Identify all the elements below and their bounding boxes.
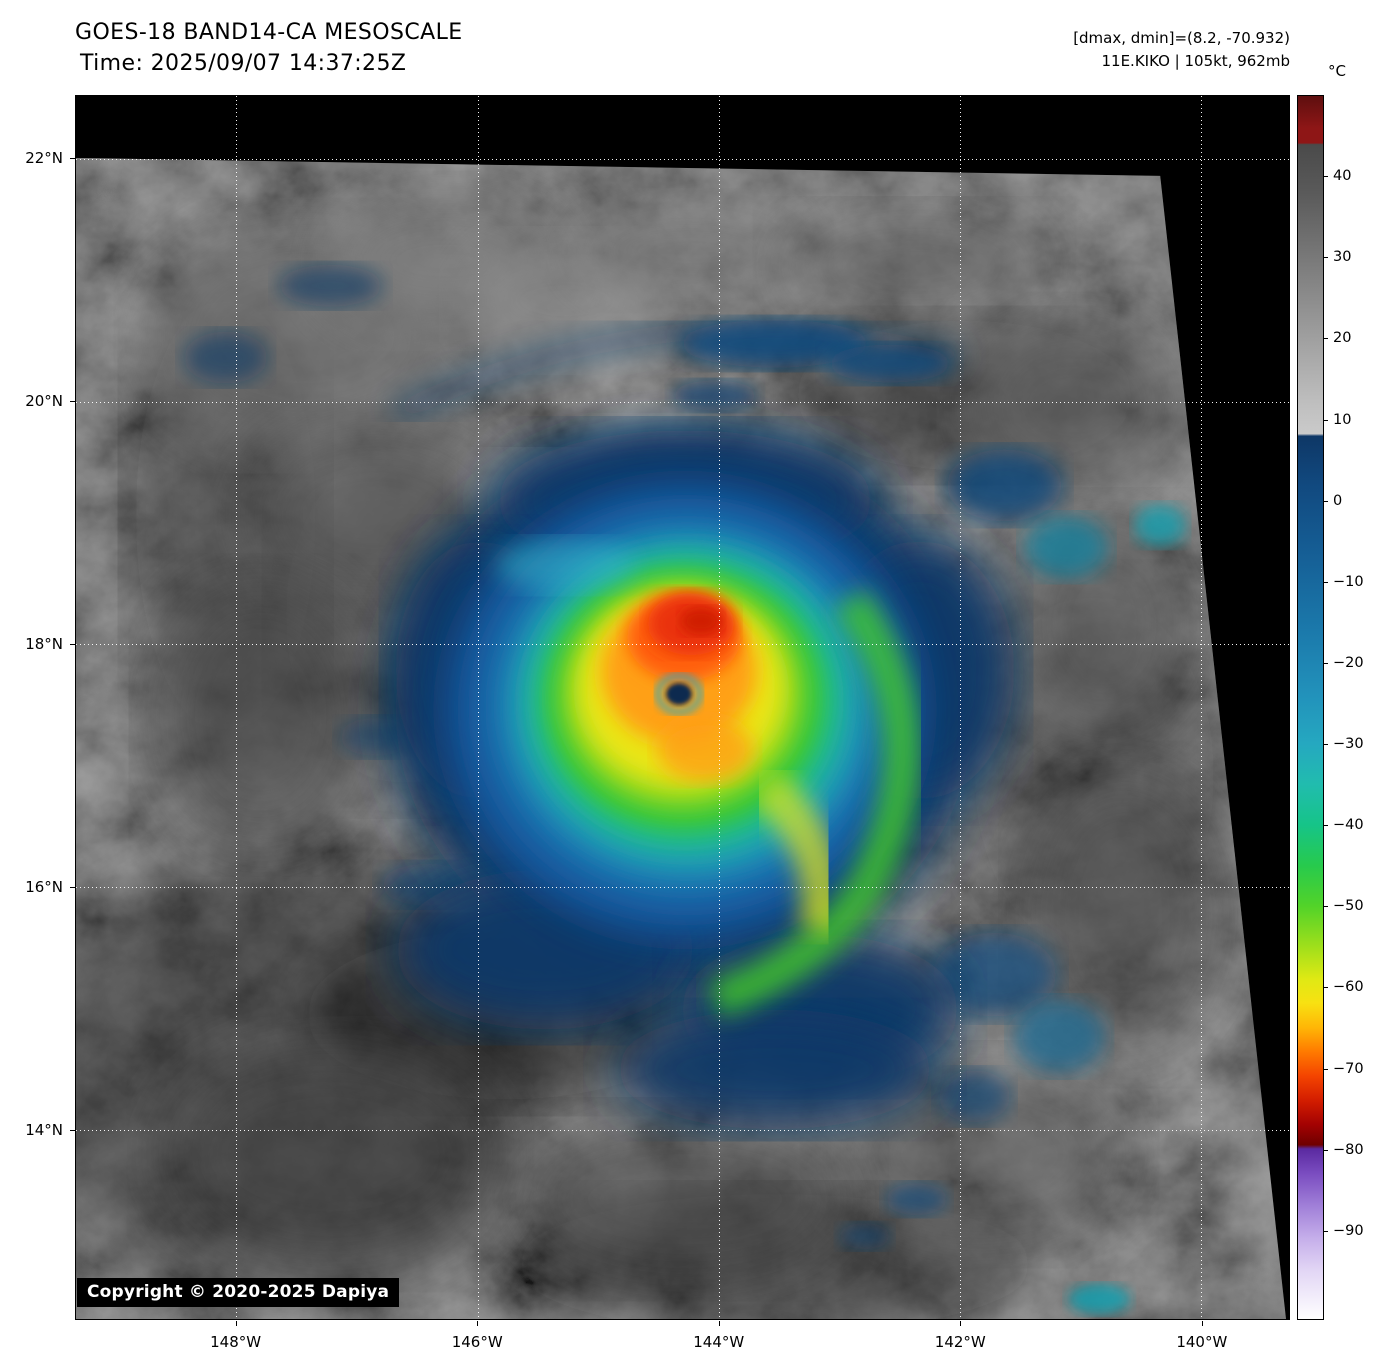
longitude-axis: 148°W 146°W 144°W 142°W 140°W — [75, 1320, 1290, 1356]
colorbar-tick-label: −30 — [1333, 736, 1364, 752]
product-title: GOES-18 BAND14-CA MESOSCALE — [75, 20, 463, 45]
lon-tick-label: 148°W — [210, 1333, 262, 1351]
colorbar-tick-label: −60 — [1333, 979, 1364, 996]
colorbar-tick-label: −80 — [1333, 1141, 1364, 1158]
colorbar-tick-mark — [1324, 257, 1328, 259]
lon-tick-mark — [235, 1321, 237, 1326]
lon-tick-label: 140°W — [1176, 1333, 1228, 1351]
cold-cloud-patches — [183, 264, 1187, 1315]
colorbar-tick-label: −90 — [1333, 1222, 1364, 1239]
lat-gridline — [76, 887, 1289, 889]
colorbar-tick-label: −50 — [1333, 898, 1364, 915]
colorbar-tick-mark — [1324, 1230, 1328, 1232]
colorbar-tick-mark — [1324, 338, 1328, 340]
lat-tick-label: 18°N — [25, 635, 63, 654]
lat-tick-mark — [70, 401, 75, 403]
copyright-badge: Copyright © 2020-2025 Dapiya — [77, 1278, 400, 1307]
colorbar-tick-label: −10 — [1333, 573, 1364, 590]
lat-gridline — [76, 401, 1289, 403]
storm-info-readout: 11E.KIKO | 105kt, 962mb — [1101, 52, 1290, 70]
graticule — [76, 96, 1289, 1319]
header-readouts: [dmax, dmin]=(8.2, -70.932) 11E.KIKO | 1… — [1073, 27, 1290, 73]
colorbar-tick-label: 20 — [1333, 330, 1352, 347]
dmax-dmin-readout: [dmax, dmin]=(8.2, -70.932) — [1073, 29, 1290, 47]
colorbar-tick-mark — [1324, 987, 1328, 989]
lon-tick-mark — [960, 1321, 962, 1326]
lon-tick-mark — [1201, 1321, 1203, 1326]
colorbar-tick-mark — [1324, 581, 1328, 583]
colorbar — [1297, 95, 1324, 1320]
colorbar-unit-label: °C — [1328, 62, 1346, 80]
colorbar-tick-mark — [1324, 500, 1328, 502]
colorbar-tick-label: −20 — [1333, 654, 1364, 671]
ir-satellite-imagery — [76, 96, 1289, 1319]
lon-tick-mark — [477, 1321, 479, 1326]
latitude-axis: 22°N 20°N 18°N 16°N 14°N — [0, 95, 75, 1320]
colorbar-tick-mark — [1324, 419, 1328, 421]
hurricane-eye — [666, 683, 692, 706]
colorbar-tick-label: −70 — [1333, 1060, 1364, 1077]
lat-gridline — [76, 1129, 1289, 1131]
colorbar-tick-mark — [1324, 662, 1328, 664]
lon-tick-mark — [718, 1321, 720, 1326]
colorbar-tick-mark — [1324, 744, 1328, 745]
data-swath — [76, 157, 1287, 1319]
colorbar-tick-mark — [1324, 906, 1328, 908]
lat-tick-label: 14°N — [25, 1121, 63, 1140]
colorbar-tick-label: −40 — [1333, 817, 1364, 834]
colorbar-tick-mark — [1324, 176, 1328, 178]
lon-tick-label: 142°W — [934, 1333, 986, 1351]
eyewall-ring — [655, 673, 703, 715]
colorbar-tick-mark — [1324, 1068, 1328, 1070]
lon-gridline — [959, 96, 961, 1319]
colorbar-tick-label: 30 — [1333, 249, 1352, 266]
lon-tick-label: 144°W — [693, 1333, 745, 1351]
lon-gridline — [1200, 96, 1202, 1319]
colorbar-tick-column: 40 30 20 10 0 −10 −20 −30 −40 −50 −60 −70 −80 −90 — [1324, 95, 1390, 1320]
colorbar-tick-mark — [1324, 1149, 1328, 1151]
lon-tick-label: 146°W — [451, 1333, 503, 1351]
lat-tick-mark — [70, 887, 75, 889]
lat-tick-label: 22°N — [25, 149, 63, 168]
hurricane-kiko — [395, 430, 1015, 1130]
colorbar-tick-mark — [1324, 825, 1328, 827]
lon-gridline — [477, 96, 479, 1319]
colorbar-gradient — [1298, 96, 1323, 1319]
product-time: Time: 2025/09/07 14:37:25Z — [80, 51, 407, 76]
lon-gridline — [236, 96, 238, 1319]
lat-gridline — [76, 644, 1289, 646]
lat-gridline — [76, 159, 1289, 161]
colorbar-tick-label: 0 — [1333, 492, 1343, 509]
lat-tick-mark — [70, 644, 75, 646]
colorbar-tick-label: 40 — [1333, 168, 1352, 185]
lat-tick-label: 16°N — [25, 878, 63, 897]
lat-tick-label: 20°N — [25, 392, 63, 411]
satellite-map: Copyright © 2020-2025 Dapiya — [75, 95, 1290, 1320]
lat-tick-mark — [70, 158, 75, 160]
lat-tick-mark — [70, 1130, 75, 1132]
colorbar-tick-label: 10 — [1333, 411, 1352, 428]
lon-gridline — [718, 96, 720, 1319]
